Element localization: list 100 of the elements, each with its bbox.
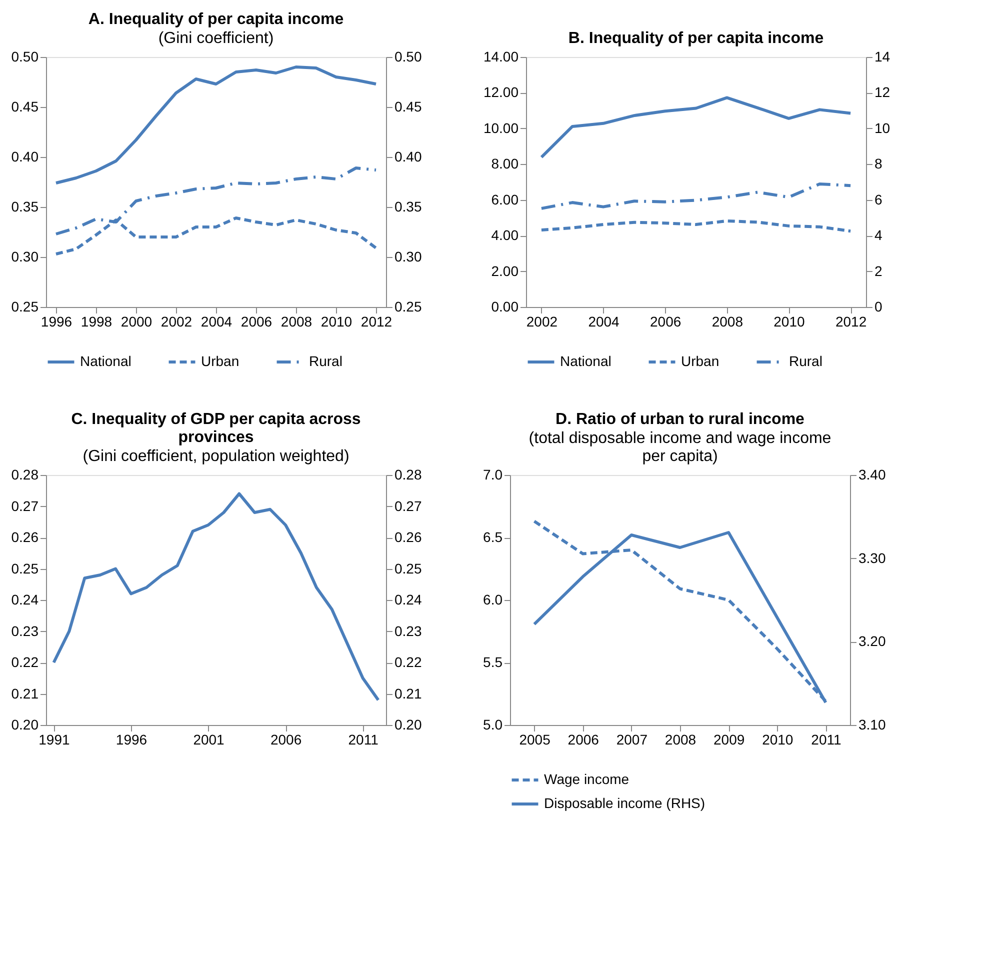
y2-tick-label: 0.25 — [394, 298, 422, 314]
legend-label: Urban — [681, 353, 720, 369]
legend-label: Rural — [309, 353, 342, 369]
x-tick-label: 2001 — [193, 732, 225, 748]
x-tick-label: 2004 — [588, 314, 620, 330]
y-tick-label: 0.23 — [11, 622, 39, 639]
y2-tick-label: 10 — [874, 120, 890, 136]
y-tick-label: 0.26 — [11, 529, 39, 545]
y2-tick-label: 8 — [874, 156, 882, 172]
y-tick-label: 0.27 — [11, 498, 39, 514]
y2-tick-label: 3.30 — [858, 550, 886, 566]
line-series — [540, 219, 852, 233]
y2-tick-label: 0.25 — [394, 560, 422, 576]
y-tick-label: 12.00 — [483, 84, 519, 100]
y2-tick-label: 0.27 — [394, 498, 422, 514]
y2-tick-label: 0.26 — [394, 529, 422, 545]
x-tick-label: 2006 — [650, 314, 682, 330]
y2-tick-label: 0.45 — [394, 98, 422, 114]
y-tick-label: 5.0 — [483, 716, 503, 732]
x-tick-label: 2000 — [120, 314, 152, 330]
y2-tick-label: 0.21 — [394, 685, 422, 702]
y2-tick-label: 0.23 — [394, 622, 422, 639]
x-tick-label: 2005 — [519, 732, 551, 748]
y2-tick-label: 0.35 — [394, 198, 422, 214]
y-tick-label: 0.20 — [11, 716, 39, 732]
line-series — [54, 66, 378, 184]
y-tick-label: 0.21 — [11, 685, 39, 702]
x-tick-label: 2006 — [240, 314, 272, 330]
y-tick-label: 10.00 — [483, 120, 519, 136]
x-tick-label: 2010 — [774, 314, 806, 330]
y2-tick-label: 0.28 — [394, 466, 422, 482]
x-tick-label: 2010 — [320, 314, 352, 330]
y2-tick-label: 3.20 — [858, 633, 886, 650]
x-tick-label: 2012 — [360, 314, 392, 330]
y-tick-label: 6.0 — [483, 592, 503, 608]
chart-title: A. Inequality of per capita income — [88, 11, 344, 28]
x-tick-label: 2011 — [811, 732, 842, 748]
legend-label: National — [560, 353, 612, 369]
y-tick-label: 0.40 — [11, 148, 39, 164]
y-tick-label: 0.35 — [11, 198, 39, 214]
y-tick-label: 8.00 — [491, 156, 519, 172]
x-tick-label: 2010 — [762, 732, 794, 748]
y-tick-label: 4.00 — [491, 227, 519, 244]
x-tick-label: 2012 — [835, 314, 867, 330]
chart-subtitle: (total disposable income and wage income per capita) — [528, 430, 832, 465]
y-tick-label: 7.0 — [483, 466, 503, 482]
x-tick-label: 2009 — [713, 732, 745, 748]
y-tick-label: 0.24 — [11, 592, 39, 608]
x-tick-label: 1998 — [80, 314, 112, 330]
y2-tick-label: 0.24 — [394, 592, 422, 608]
y2-tick-label: 14 — [874, 48, 890, 64]
y-tick-label: 0.45 — [11, 98, 39, 114]
y2-tick-label: 3.10 — [858, 716, 886, 732]
line-series — [540, 182, 852, 210]
y2-tick-label: 0.50 — [394, 48, 422, 64]
x-tick-label: 2004 — [200, 314, 232, 330]
legend-label: Wage income — [544, 771, 630, 787]
y-tick-label: 0.22 — [11, 654, 39, 670]
y-tick-label: 0.50 — [11, 48, 39, 64]
y2-tick-label: 0.30 — [394, 248, 422, 264]
y2-tick-label: 2 — [874, 262, 882, 279]
y2-tick-label: 12 — [874, 84, 890, 100]
x-tick-label: 2002 — [160, 314, 192, 330]
y2-tick-label: 0 — [874, 298, 882, 314]
x-tick-label: 1991 — [38, 732, 70, 748]
legend-label: Urban — [201, 353, 240, 369]
legend-label: Disposable income (RHS) — [544, 795, 706, 811]
x-tick-label: 2008 — [712, 314, 744, 330]
y2-tick-label: 4 — [874, 227, 882, 244]
y-tick-label: 0.25 — [11, 560, 39, 576]
x-tick-label: 2008 — [280, 314, 312, 330]
x-tick-label: 2007 — [616, 732, 648, 748]
x-tick-label: 1996 — [40, 314, 72, 330]
chart-subtitle: (Gini coefficient) — [158, 30, 274, 47]
legend-label: National — [80, 353, 132, 369]
y-tick-label: 14.00 — [483, 48, 519, 64]
y-tick-label: 0.25 — [11, 298, 39, 314]
y2-tick-label: 0.40 — [394, 148, 422, 164]
chart-title: D. Ratio of urban to rural income — [556, 411, 805, 428]
y-tick-label: 2.00 — [491, 262, 519, 279]
legend-label: Rural — [789, 353, 822, 369]
y2-tick-label: 0.20 — [394, 716, 422, 732]
y2-tick-label: 6 — [874, 191, 882, 208]
x-tick-label: 2002 — [526, 314, 558, 330]
y-tick-label: 0.30 — [11, 248, 39, 264]
chart-title: C. Inequality of GDP per capita across provinces — [71, 411, 361, 446]
x-tick-label: 2008 — [664, 732, 696, 748]
x-tick-label: 2006 — [270, 732, 302, 748]
x-tick-label: 2011 — [348, 732, 379, 748]
y-tick-label: 0.28 — [11, 466, 39, 482]
line-series — [52, 492, 380, 702]
y-tick-label: 5.5 — [483, 654, 503, 670]
x-tick-label: 2006 — [568, 732, 600, 748]
y2-tick-label: 0.22 — [394, 654, 422, 670]
chart-subtitle: (Gini coefficient, population weighted) — [82, 448, 350, 465]
x-tick-label: 1996 — [116, 732, 148, 748]
chart-title: B. Inequality of per capita income — [568, 30, 824, 47]
line-series — [540, 96, 852, 159]
y-tick-label: 6.5 — [483, 529, 503, 545]
y-tick-label: 0.00 — [491, 298, 519, 314]
